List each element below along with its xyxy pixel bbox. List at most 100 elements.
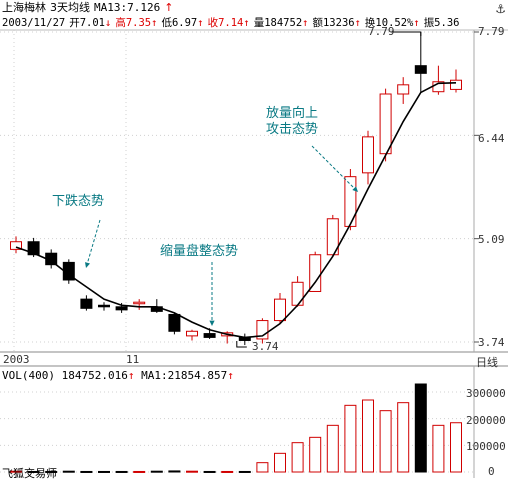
open-field: 开7.01	[69, 17, 106, 29]
candle-body	[274, 298, 286, 322]
volume-bar	[309, 436, 322, 473]
candle-body	[10, 241, 22, 250]
amount-field: 额13236	[312, 17, 355, 29]
amplitude-field: 振5.36	[423, 17, 460, 29]
ma-line	[15, 82, 457, 339]
vol-indicator: VOL(400)	[2, 369, 55, 382]
volume-bar	[397, 402, 410, 473]
down-trend-arrow	[85, 219, 101, 269]
volume-bar	[203, 470, 216, 473]
volume-bar	[80, 470, 93, 473]
candle-body	[168, 313, 181, 332]
volume-bar	[414, 383, 427, 473]
high-price-label: 7.79	[368, 25, 395, 38]
volume-bar	[168, 470, 181, 473]
high-callout-line	[390, 31, 422, 36]
candle-body	[344, 176, 357, 227]
volume-bar	[344, 404, 357, 473]
volume-bar	[274, 452, 286, 473]
vol-tick-label: 100000	[466, 440, 506, 453]
high-field: 高7.35	[115, 17, 152, 29]
annotation-down-trend: 下跌态势	[52, 194, 105, 209]
ma13-arrow: ↑	[164, 1, 174, 14]
volume-bar	[150, 470, 163, 473]
volume-bar	[27, 470, 40, 473]
volume-bar	[256, 462, 269, 473]
turnover-arrow: ↑	[413, 17, 420, 29]
turnover-field: 换10.52%	[364, 17, 414, 29]
annotation-consolidation: 缩量盘整态势	[160, 244, 239, 259]
volume-header: VOL(400) 184752.016↑ MA1:21854.857↑	[2, 369, 234, 382]
vol-tick-label: 300000	[466, 387, 506, 400]
up-trend-arrow	[311, 145, 359, 193]
close-arrow: ↑	[243, 17, 250, 29]
candle-body	[414, 65, 427, 74]
amount-arrow: ↑	[354, 17, 361, 29]
price-tick-label: 6.44	[478, 132, 505, 145]
candle-body	[203, 333, 216, 338]
volume-bar	[291, 442, 304, 473]
low-callout-line	[236, 341, 247, 348]
volume-bar	[238, 470, 251, 473]
candle-body	[309, 254, 322, 292]
candle-body	[133, 301, 146, 305]
candle-body	[27, 241, 40, 256]
volume-bar	[45, 470, 58, 473]
price-tick-label: 5.09	[478, 233, 505, 246]
candle-body	[450, 79, 462, 90]
x-tick-label: 11	[126, 353, 140, 366]
volume-bar	[98, 470, 110, 473]
volume-bar	[450, 422, 462, 473]
price-tick-label: 3.74	[478, 336, 505, 349]
candle-body	[98, 304, 110, 308]
candle-body	[362, 136, 374, 174]
volume-field: 量184752	[253, 17, 303, 29]
volume-bar	[133, 470, 146, 473]
candle-body	[379, 93, 392, 155]
candle-body	[186, 330, 198, 337]
open-arrow: ↓	[105, 17, 112, 29]
ma-label: 3天均线	[50, 1, 90, 14]
volume-bar	[221, 470, 234, 473]
vol-value: 184752.016	[61, 369, 128, 382]
x-tick-label: 2003	[3, 353, 30, 366]
quote-header: 上海梅林 3天均线 MA13:7.126 ↑ 2003/11/27 开7.01↓ 高7.3…	[0, 0, 508, 34]
volume-bar	[326, 424, 339, 473]
vol-ma1-arrow: ↑	[227, 369, 234, 382]
volume-bar	[186, 470, 198, 473]
price-tick-label: 7.79	[478, 25, 505, 38]
vol-arrow: ↑	[127, 369, 135, 382]
annotation-up-line2: 攻击态势	[266, 122, 319, 137]
vol-tick-label: 0	[488, 465, 495, 478]
vol-tick-label: 200000	[466, 414, 506, 427]
volume-bar	[10, 470, 22, 473]
candle-body	[80, 298, 93, 309]
anchor-icon[interactable]: ⚓	[495, 2, 506, 16]
period-label[interactable]: 日线	[476, 356, 498, 369]
ma13-value: MA13:7.126	[94, 1, 161, 14]
volume-bar	[62, 470, 75, 473]
high-arrow: ↑	[151, 17, 158, 29]
volume-bar	[432, 424, 445, 473]
candle-body	[397, 84, 410, 95]
candle-body	[256, 320, 269, 340]
candle-body	[115, 306, 128, 311]
annotation-up-line1: 放量向上	[266, 106, 319, 121]
up-trend-arrow-head	[352, 186, 358, 192]
date-field: 2003/11/27	[2, 17, 66, 29]
volume-bar	[379, 410, 392, 473]
low-price-label: 3.74	[252, 340, 279, 353]
volume-bar	[115, 470, 128, 473]
down-trend-arrow-head	[85, 262, 91, 268]
close-field: 收7.14	[207, 17, 244, 29]
candle-body	[291, 281, 304, 306]
consolidation-arrow-head	[209, 320, 215, 326]
low-arrow: ↑	[197, 17, 204, 29]
stock-name: 上海梅林	[2, 1, 46, 14]
volume-bar	[362, 399, 374, 473]
software-label: 飞狐交易师	[2, 467, 57, 480]
volume-arrow: ↑	[302, 17, 309, 29]
low-field: 低6.97	[161, 17, 198, 29]
